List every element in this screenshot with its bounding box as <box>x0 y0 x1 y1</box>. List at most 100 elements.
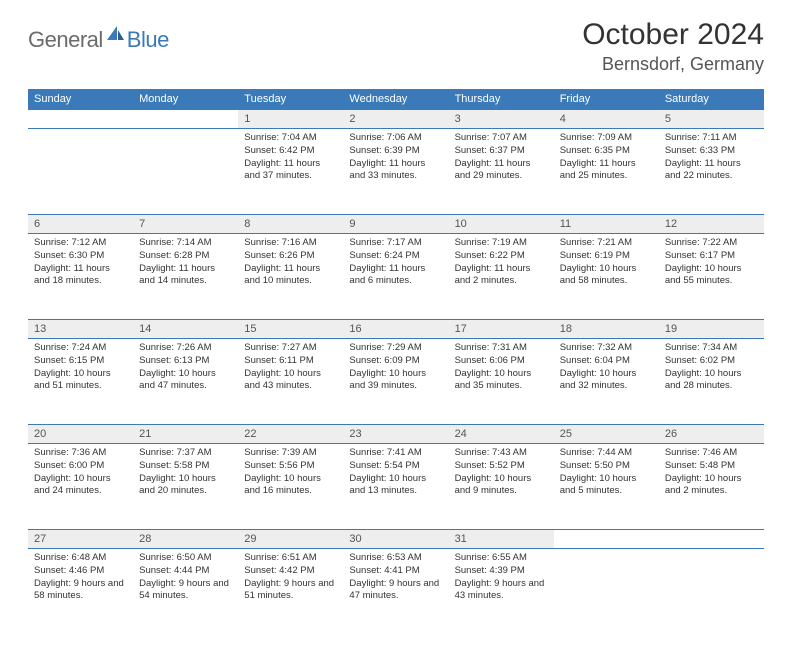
day-body-cell: Sunrise: 6:53 AMSunset: 4:41 PMDaylight:… <box>343 549 448 635</box>
day-body-row: Sunrise: 7:24 AMSunset: 6:15 PMDaylight:… <box>28 339 764 425</box>
day-details: Sunrise: 7:27 AMSunset: 6:11 PMDaylight:… <box>244 339 337 393</box>
day-body-cell: Sunrise: 7:46 AMSunset: 5:48 PMDaylight:… <box>659 444 764 530</box>
weekday-header: Thursday <box>449 89 554 110</box>
brand-logo: General Blue <box>28 24 169 55</box>
day-body-cell: Sunrise: 7:11 AMSunset: 6:33 PMDaylight:… <box>659 129 764 215</box>
weekday-header: Wednesday <box>343 89 448 110</box>
day-details: Sunrise: 7:36 AMSunset: 6:00 PMDaylight:… <box>34 444 127 498</box>
day-details: Sunrise: 6:50 AMSunset: 4:44 PMDaylight:… <box>139 549 232 603</box>
day-details: Sunrise: 7:04 AMSunset: 6:42 PMDaylight:… <box>244 129 337 183</box>
day-body-cell: Sunrise: 7:41 AMSunset: 5:54 PMDaylight:… <box>343 444 448 530</box>
day-number-cell <box>659 530 764 549</box>
day-body-cell: Sunrise: 7:27 AMSunset: 6:11 PMDaylight:… <box>238 339 343 425</box>
day-number-cell: 16 <box>343 320 448 339</box>
day-number-cell: 5 <box>659 110 764 129</box>
day-body-cell: Sunrise: 7:34 AMSunset: 6:02 PMDaylight:… <box>659 339 764 425</box>
day-number-cell: 8 <box>238 215 343 234</box>
day-body-cell: Sunrise: 7:16 AMSunset: 6:26 PMDaylight:… <box>238 234 343 320</box>
day-body-cell: Sunrise: 6:50 AMSunset: 4:44 PMDaylight:… <box>133 549 238 635</box>
day-details: Sunrise: 7:19 AMSunset: 6:22 PMDaylight:… <box>455 234 548 288</box>
weekday-header: Monday <box>133 89 238 110</box>
day-number-cell: 22 <box>238 425 343 444</box>
day-number-cell: 19 <box>659 320 764 339</box>
day-details: Sunrise: 7:22 AMSunset: 6:17 PMDaylight:… <box>665 234 758 288</box>
day-number-row: 12345 <box>28 110 764 129</box>
day-details: Sunrise: 7:11 AMSunset: 6:33 PMDaylight:… <box>665 129 758 183</box>
day-details: Sunrise: 6:48 AMSunset: 4:46 PMDaylight:… <box>34 549 127 603</box>
day-body-cell: Sunrise: 7:31 AMSunset: 6:06 PMDaylight:… <box>449 339 554 425</box>
day-body-cell: Sunrise: 7:21 AMSunset: 6:19 PMDaylight:… <box>554 234 659 320</box>
month-title: October 2024 <box>582 18 764 52</box>
day-body-cell: Sunrise: 7:24 AMSunset: 6:15 PMDaylight:… <box>28 339 133 425</box>
day-number-cell: 31 <box>449 530 554 549</box>
day-body-cell: Sunrise: 7:26 AMSunset: 6:13 PMDaylight:… <box>133 339 238 425</box>
logo-sail-icon <box>105 24 125 47</box>
day-number-cell: 14 <box>133 320 238 339</box>
day-number-cell: 3 <box>449 110 554 129</box>
day-body-cell: Sunrise: 7:43 AMSunset: 5:52 PMDaylight:… <box>449 444 554 530</box>
day-details: Sunrise: 7:32 AMSunset: 6:04 PMDaylight:… <box>560 339 653 393</box>
day-number-row: 6789101112 <box>28 215 764 234</box>
day-number-cell: 10 <box>449 215 554 234</box>
day-number-cell: 27 <box>28 530 133 549</box>
day-details: Sunrise: 7:16 AMSunset: 6:26 PMDaylight:… <box>244 234 337 288</box>
day-details: Sunrise: 7:07 AMSunset: 6:37 PMDaylight:… <box>455 129 548 183</box>
day-details: Sunrise: 7:09 AMSunset: 6:35 PMDaylight:… <box>560 129 653 183</box>
day-body-cell <box>554 549 659 635</box>
day-number-cell: 30 <box>343 530 448 549</box>
calendar-table: SundayMondayTuesdayWednesdayThursdayFrid… <box>28 89 764 635</box>
day-body-cell <box>133 129 238 215</box>
day-body-cell: Sunrise: 7:22 AMSunset: 6:17 PMDaylight:… <box>659 234 764 320</box>
calendar-page: General Blue October 2024 Bernsdorf, Ger… <box>0 0 792 653</box>
day-number-cell: 20 <box>28 425 133 444</box>
day-number-cell: 7 <box>133 215 238 234</box>
day-body-row: Sunrise: 7:36 AMSunset: 6:00 PMDaylight:… <box>28 444 764 530</box>
day-details: Sunrise: 7:31 AMSunset: 6:06 PMDaylight:… <box>455 339 548 393</box>
day-details: Sunrise: 7:14 AMSunset: 6:28 PMDaylight:… <box>139 234 232 288</box>
day-number-cell <box>554 530 659 549</box>
day-body-cell: Sunrise: 6:48 AMSunset: 4:46 PMDaylight:… <box>28 549 133 635</box>
logo-text-general: General <box>28 27 103 53</box>
day-details: Sunrise: 7:41 AMSunset: 5:54 PMDaylight:… <box>349 444 442 498</box>
day-details: Sunrise: 7:34 AMSunset: 6:02 PMDaylight:… <box>665 339 758 393</box>
day-body-cell: Sunrise: 7:44 AMSunset: 5:50 PMDaylight:… <box>554 444 659 530</box>
day-number-row: 13141516171819 <box>28 320 764 339</box>
day-body-cell: Sunrise: 7:04 AMSunset: 6:42 PMDaylight:… <box>238 129 343 215</box>
day-body-row: Sunrise: 6:48 AMSunset: 4:46 PMDaylight:… <box>28 549 764 635</box>
day-number-cell: 15 <box>238 320 343 339</box>
day-number-cell: 18 <box>554 320 659 339</box>
day-body-cell: Sunrise: 7:12 AMSunset: 6:30 PMDaylight:… <box>28 234 133 320</box>
weekday-header-row: SundayMondayTuesdayWednesdayThursdayFrid… <box>28 89 764 110</box>
day-details: Sunrise: 6:51 AMSunset: 4:42 PMDaylight:… <box>244 549 337 603</box>
day-body-cell: Sunrise: 6:51 AMSunset: 4:42 PMDaylight:… <box>238 549 343 635</box>
weekday-header: Saturday <box>659 89 764 110</box>
day-number-cell <box>28 110 133 129</box>
day-number-cell <box>133 110 238 129</box>
day-details: Sunrise: 7:26 AMSunset: 6:13 PMDaylight:… <box>139 339 232 393</box>
day-body-cell: Sunrise: 7:14 AMSunset: 6:28 PMDaylight:… <box>133 234 238 320</box>
day-body-cell: Sunrise: 7:06 AMSunset: 6:39 PMDaylight:… <box>343 129 448 215</box>
day-body-cell: Sunrise: 7:32 AMSunset: 6:04 PMDaylight:… <box>554 339 659 425</box>
day-body-cell: Sunrise: 7:39 AMSunset: 5:56 PMDaylight:… <box>238 444 343 530</box>
day-body-cell: Sunrise: 7:36 AMSunset: 6:00 PMDaylight:… <box>28 444 133 530</box>
day-number-cell: 24 <box>449 425 554 444</box>
day-details: Sunrise: 6:55 AMSunset: 4:39 PMDaylight:… <box>455 549 548 603</box>
day-details: Sunrise: 6:53 AMSunset: 4:41 PMDaylight:… <box>349 549 442 603</box>
day-number-cell: 1 <box>238 110 343 129</box>
day-number-cell: 29 <box>238 530 343 549</box>
location-label: Bernsdorf, Germany <box>582 54 764 75</box>
day-body-cell: Sunrise: 7:37 AMSunset: 5:58 PMDaylight:… <box>133 444 238 530</box>
day-details: Sunrise: 7:12 AMSunset: 6:30 PMDaylight:… <box>34 234 127 288</box>
day-number-row: 2728293031 <box>28 530 764 549</box>
day-details: Sunrise: 7:06 AMSunset: 6:39 PMDaylight:… <box>349 129 442 183</box>
calendar-thead: SundayMondayTuesdayWednesdayThursdayFrid… <box>28 89 764 110</box>
day-body-cell: Sunrise: 7:29 AMSunset: 6:09 PMDaylight:… <box>343 339 448 425</box>
day-number-cell: 4 <box>554 110 659 129</box>
day-body-cell: Sunrise: 7:09 AMSunset: 6:35 PMDaylight:… <box>554 129 659 215</box>
day-details: Sunrise: 7:24 AMSunset: 6:15 PMDaylight:… <box>34 339 127 393</box>
day-number-cell: 21 <box>133 425 238 444</box>
day-number-cell: 28 <box>133 530 238 549</box>
page-header: General Blue October 2024 Bernsdorf, Ger… <box>28 18 764 75</box>
weekday-header: Friday <box>554 89 659 110</box>
day-details: Sunrise: 7:44 AMSunset: 5:50 PMDaylight:… <box>560 444 653 498</box>
